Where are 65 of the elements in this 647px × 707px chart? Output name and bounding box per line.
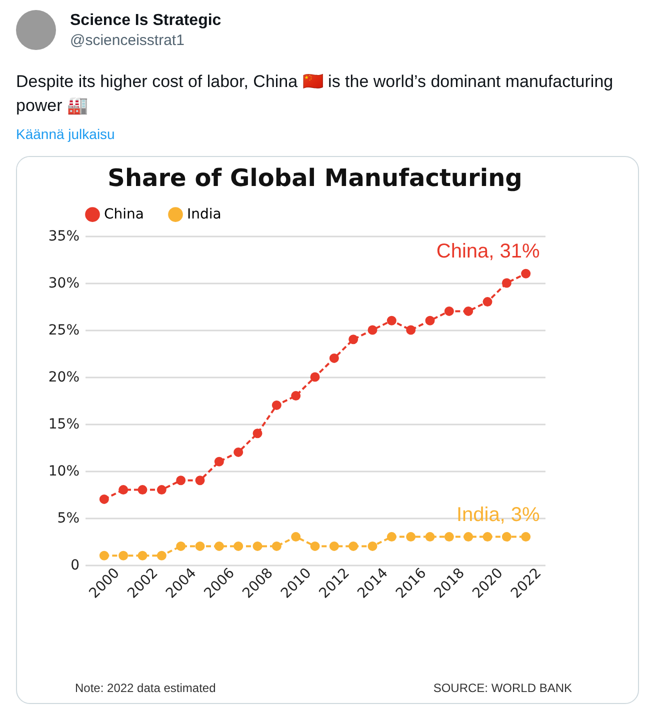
point — [138, 550, 148, 560]
point — [444, 532, 454, 542]
point — [252, 541, 262, 551]
point — [99, 494, 109, 504]
point — [195, 476, 205, 486]
point — [502, 532, 512, 542]
point — [386, 316, 396, 326]
point — [368, 325, 378, 335]
point — [425, 316, 435, 326]
point — [444, 306, 454, 316]
point — [234, 447, 244, 457]
point — [138, 485, 148, 495]
y-tick-label: 20% — [48, 370, 80, 386]
point — [310, 372, 320, 382]
point — [368, 541, 378, 551]
point — [329, 541, 339, 551]
annotation: India, 3% — [456, 504, 540, 526]
point — [464, 306, 474, 316]
point — [310, 541, 320, 551]
point — [291, 391, 301, 401]
text: @scienceisstrat1 — [70, 32, 184, 49]
y-tick-label: 25% — [48, 322, 80, 338]
point — [425, 532, 435, 542]
point — [156, 550, 166, 560]
legend-label: India — [187, 206, 222, 223]
point — [348, 541, 358, 551]
point — [464, 532, 474, 542]
chart-title: Share of Global Manufacturing — [108, 164, 522, 192]
source-note: SOURCE: WORLD BANK — [433, 681, 572, 695]
point — [482, 532, 492, 542]
point — [99, 550, 109, 560]
y-tick-label: 5% — [57, 510, 80, 526]
point — [118, 485, 128, 495]
point — [272, 541, 282, 551]
legend-label: China — [104, 206, 144, 223]
point — [482, 297, 492, 307]
point — [348, 334, 358, 344]
y-tick-label: 15% — [48, 416, 80, 432]
point — [502, 278, 512, 288]
point — [406, 325, 416, 335]
annotation: China, 31% — [436, 240, 540, 263]
point — [118, 550, 128, 560]
point — [291, 532, 301, 542]
point — [156, 485, 166, 495]
point — [176, 476, 186, 486]
point — [214, 541, 224, 551]
point — [272, 400, 282, 410]
point — [176, 541, 186, 551]
text: Despite its higher cost of labor, China 🇨🇳 is the world’s dominant manufacturing power 🏭 — [16, 71, 614, 117]
point — [252, 428, 262, 438]
point — [521, 532, 531, 542]
point — [195, 541, 205, 551]
point — [214, 456, 224, 466]
point — [406, 532, 416, 542]
y-tick-label: 30% — [48, 276, 80, 292]
point — [386, 532, 396, 542]
point — [329, 353, 339, 363]
text: Science Is Strategic — [70, 12, 222, 30]
point — [521, 268, 531, 278]
y-tick-label: 10% — [48, 464, 80, 480]
text: Note: 2022 data estimated — [75, 681, 216, 695]
y-tick-label: 0 — [70, 558, 80, 574]
y-tick-label: 35% — [48, 228, 80, 244]
point — [234, 541, 244, 551]
text: Käännä julkaisu — [16, 126, 115, 142]
